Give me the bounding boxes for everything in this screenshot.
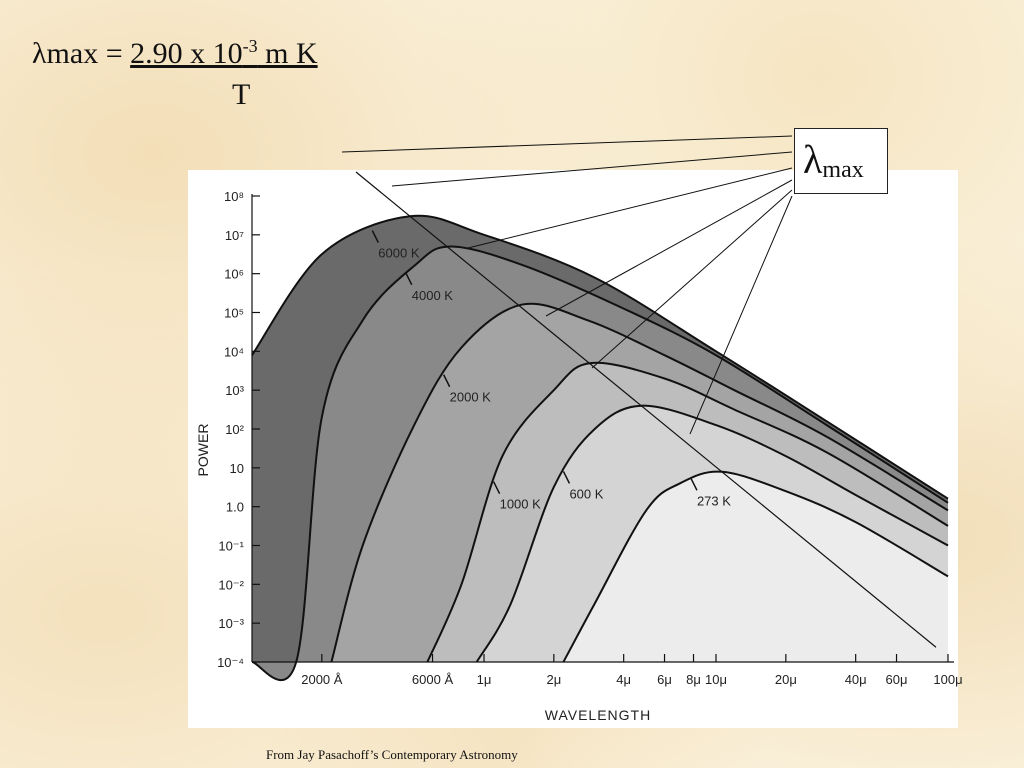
curve-areas <box>251 214 949 681</box>
lambda-symbol: λ <box>803 137 823 182</box>
wien-law-formula: λmax = 2.90 x 10-3 m K <box>32 36 318 71</box>
y-axis-label: POWER <box>195 424 211 477</box>
formula-denominator: T <box>232 78 251 111</box>
y-tick-label: 10⁻³ <box>218 616 244 631</box>
source-credit: From Jay Pasachoff’s Contemporary Astron… <box>266 747 518 762</box>
curve-line-1000k <box>426 361 949 663</box>
curve-labels: 6000 K 4000 K 2000 K 1000 K 600 K 273 K <box>371 230 731 512</box>
lambda-max-callout-line <box>391 151 793 187</box>
y-tick-label: 10⁶ <box>224 267 244 282</box>
y-tick-label: 1.0 <box>226 500 244 515</box>
chart-axes: 10⁸ 10⁷ 10⁶ 10⁵ 10⁴ 10³ 10² 10 1.0 10⁻¹ 10⁻² 10⁻³ 10… <box>217 189 963 687</box>
x-tick-label: 20μ <box>775 672 797 687</box>
lambda-max-callout-line <box>341 135 793 153</box>
curve-label-tick-6000k <box>371 230 379 243</box>
x-tick-label: 10μ <box>705 672 727 687</box>
y-tick-label: 10⁵ <box>224 306 244 321</box>
formula-unit: m K <box>257 37 318 70</box>
y-tick-label: 10⁸ <box>224 189 244 204</box>
y-tick-label: 10 <box>230 461 244 476</box>
y-tick-label: 10³ <box>225 383 244 398</box>
x-tick-label: 40μ <box>845 672 867 687</box>
curve-line-273k <box>562 470 949 663</box>
lambda-max-callout-line <box>467 167 793 249</box>
curve-label-600k: 600 K <box>569 486 603 501</box>
curve-label-tick-273k <box>690 477 698 491</box>
curve-line-4000k <box>251 245 949 681</box>
y-tick-label: 10⁻² <box>218 577 244 592</box>
curve-label-tick-2000k <box>442 374 451 388</box>
curve-label-tick-600k <box>562 471 571 484</box>
lambda-max-callouts <box>341 135 937 648</box>
lambda-subscript: max <box>822 157 864 183</box>
curve-line-2000k <box>330 302 949 663</box>
x-axis-label: WAVELENGTH <box>545 707 651 723</box>
x-tick-label: 1μ <box>477 672 492 687</box>
lambda-max-callout-line <box>545 179 793 317</box>
lambda-max-callout-line <box>689 195 793 435</box>
wien-displacement-line <box>355 171 937 648</box>
x-tick-label: 60μ <box>886 672 908 687</box>
curve-label-273k: 273 K <box>697 493 731 508</box>
formula-exponent: -3 <box>242 36 258 56</box>
curve-label-6000k: 6000 K <box>378 246 420 261</box>
curve-label-2000k: 2000 K <box>450 390 492 405</box>
lambda-max-callout-line <box>591 189 793 369</box>
y-tick-label: 10⁷ <box>225 228 244 243</box>
lambda-max-box: λmax <box>794 128 888 194</box>
x-tick-label: 4μ <box>616 672 631 687</box>
curve-label-4000k: 4000 K <box>412 288 454 303</box>
y-tick-label: 10⁻¹ <box>218 539 244 554</box>
curve-label-1000k: 1000 K <box>500 497 542 512</box>
curve-label-tick-4000k <box>405 272 413 286</box>
x-tick-label: 2000 Å <box>301 672 343 687</box>
curve-area-273k <box>563 471 948 662</box>
y-tick-label: 10⁻⁴ <box>217 655 244 670</box>
curve-line-6000k <box>251 214 949 500</box>
formula-lhs: λmax = <box>32 37 131 70</box>
x-tick-label: 100μ <box>933 672 962 687</box>
curve-label-tick-1000k <box>492 481 501 494</box>
x-tick-label: 6μ <box>657 672 672 687</box>
x-tick-label: 2μ <box>546 672 561 687</box>
y-tick-label: 10² <box>225 422 244 437</box>
formula-coefficient: 2.90 x 10 <box>130 37 243 70</box>
formula-numerator: 2.90 x 10-3 m K <box>130 36 318 70</box>
x-tick-label: 6000 Å <box>412 672 454 687</box>
y-tick-label: 10⁴ <box>224 344 244 359</box>
x-tick-label: 8μ <box>686 672 701 687</box>
